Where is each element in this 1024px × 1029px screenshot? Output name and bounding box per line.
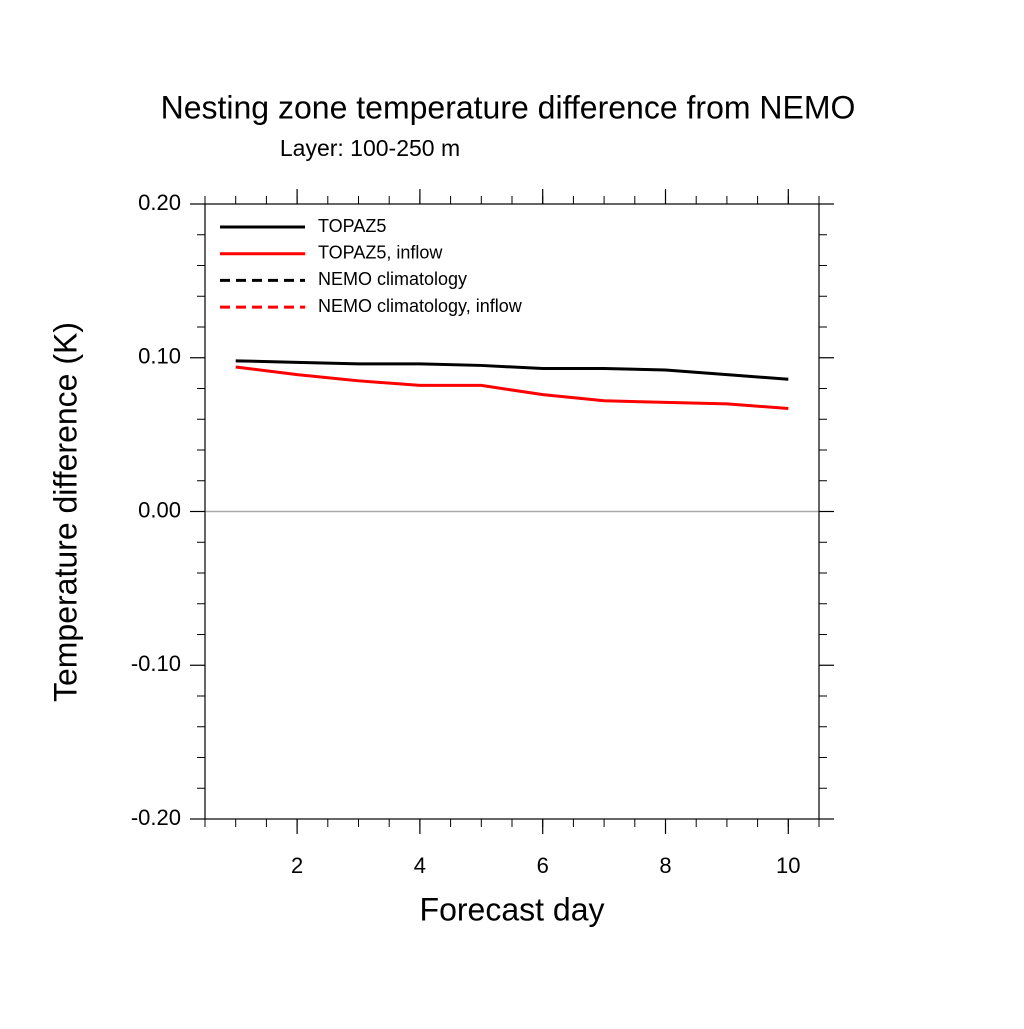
y-tick-label: -0.20 [131, 805, 181, 830]
y-axis-label: Temperature difference (K) [47, 322, 83, 702]
series-line [235, 359, 789, 381]
x-tick-label: 4 [414, 853, 426, 878]
y-tick-label: 0.10 [138, 344, 181, 369]
legend-label: TOPAZ5, inflow [318, 242, 443, 262]
y-tick-label: -0.10 [131, 651, 181, 676]
x-tick-label: 2 [291, 853, 303, 878]
legend-label: NEMO climatology, inflow [318, 296, 523, 316]
x-axis-label: Forecast day [420, 891, 605, 927]
y-tick-label: 0.20 [138, 190, 181, 215]
y-tick-label: 0.00 [138, 497, 181, 522]
x-tick-label: 8 [659, 853, 671, 878]
x-tick-label: 10 [776, 853, 800, 878]
x-tick-label: 6 [537, 853, 549, 878]
chart-subtitle: Layer: 100-250 m [280, 135, 460, 161]
series-line [235, 365, 789, 410]
legend-label: TOPAZ5 [318, 216, 386, 236]
legend-label: NEMO climatology [318, 269, 467, 289]
chart-title: Nesting zone temperature difference from… [161, 89, 856, 125]
